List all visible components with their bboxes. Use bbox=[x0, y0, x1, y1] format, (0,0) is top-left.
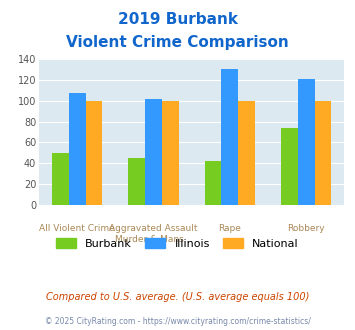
Bar bbox=[281, 128, 298, 205]
Bar bbox=[69, 93, 86, 205]
Bar bbox=[162, 101, 179, 205]
Text: © 2025 CityRating.com - https://www.cityrating.com/crime-statistics/: © 2025 CityRating.com - https://www.city… bbox=[45, 317, 310, 326]
Bar bbox=[298, 79, 315, 205]
Text: 2019 Burbank: 2019 Burbank bbox=[118, 12, 237, 26]
Text: Violent Crime Comparison: Violent Crime Comparison bbox=[66, 35, 289, 50]
Bar bbox=[205, 161, 222, 205]
Text: Aggravated Assault: Aggravated Assault bbox=[109, 224, 198, 233]
Bar bbox=[222, 69, 238, 205]
Legend: Burbank, Illinois, National: Burbank, Illinois, National bbox=[52, 234, 303, 253]
Bar bbox=[86, 101, 102, 205]
Text: Murder & Mans...: Murder & Mans... bbox=[115, 235, 192, 244]
Text: All Violent Crime: All Violent Crime bbox=[39, 224, 115, 233]
Bar bbox=[145, 99, 162, 205]
Text: Compared to U.S. average. (U.S. average equals 100): Compared to U.S. average. (U.S. average … bbox=[46, 292, 309, 302]
Text: Rape: Rape bbox=[218, 224, 241, 233]
Text: Robbery: Robbery bbox=[288, 224, 325, 233]
Bar bbox=[315, 101, 331, 205]
Bar bbox=[52, 153, 69, 205]
Bar bbox=[129, 158, 145, 205]
Bar bbox=[238, 101, 255, 205]
